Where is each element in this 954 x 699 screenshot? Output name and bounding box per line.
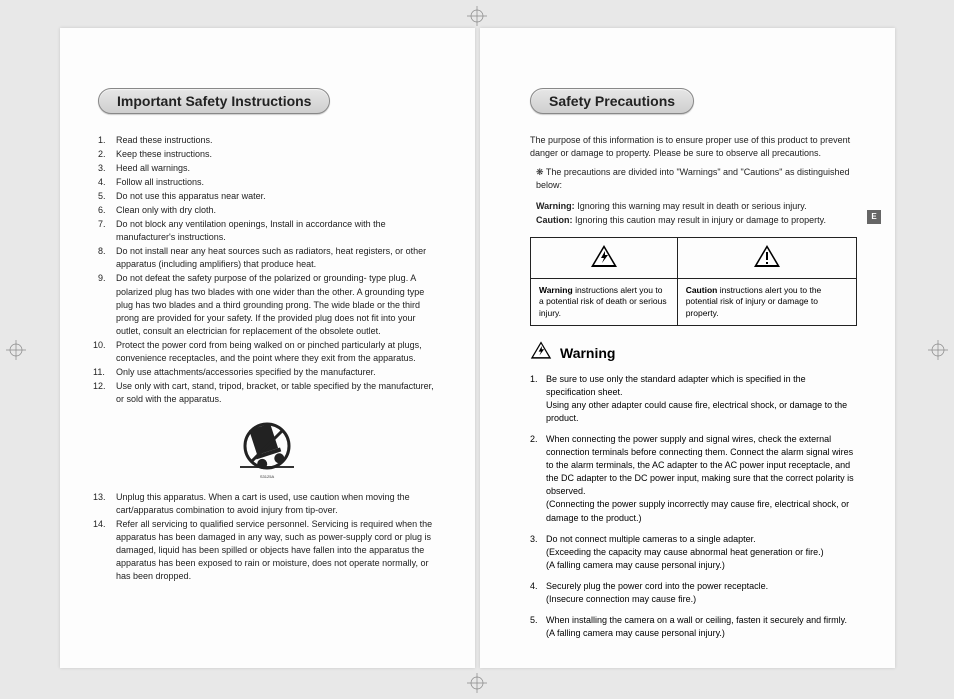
crop-mark-right <box>928 340 948 360</box>
caution-triangle-exclaim-icon <box>753 244 781 271</box>
sub-text: ❋ The precautions are divided into "Warn… <box>536 166 857 192</box>
warning-caution-table: Warning instructions alert you to a pote… <box>530 237 857 326</box>
def-caution-text: Ignoring this caution may result in inju… <box>575 215 826 225</box>
safety-item: Keep these instructions. <box>98 148 435 161</box>
safety-item: Do not block any ventilation openings, I… <box>98 218 435 244</box>
safety-item: Heed all warnings. <box>98 162 435 175</box>
def-warning-label: Warning: <box>536 201 575 211</box>
safety-item: Do not install near any heat sources suc… <box>98 245 435 271</box>
cart-tipover-icon: S3125A <box>232 416 302 481</box>
warning-item: Do not connect multiple cameras to a sin… <box>530 533 857 572</box>
safety-item: Refer all servicing to qualified service… <box>98 518 435 583</box>
box-caution-label: Caution <box>686 285 718 295</box>
safety-list-1: Read these instructions.Keep these instr… <box>98 134 435 406</box>
warning-section-head: Warning <box>530 340 857 365</box>
safety-list-2: Unplug this apparatus. When a cart is us… <box>98 491 435 583</box>
warning-triangle-bolt-icon <box>590 244 618 271</box>
warning-list: Be sure to use only the standard adapter… <box>530 373 857 640</box>
warning-section-icon <box>530 340 552 365</box>
crop-mark-left <box>6 340 26 360</box>
safety-list-container: Read these instructions.Keep these instr… <box>98 134 435 583</box>
safety-item: Clean only with dry cloth. <box>98 204 435 217</box>
safety-item: Unplug this apparatus. When a cart is us… <box>98 491 435 517</box>
warning-section-title: Warning <box>560 345 615 361</box>
box-warning-label: Warning <box>539 285 573 295</box>
def-warning-text: Ignoring this warning may result in deat… <box>577 201 806 211</box>
safety-item: Do not use this apparatus near water. <box>98 190 435 203</box>
def-caution-label: Caution: <box>536 215 573 225</box>
safety-item: Follow all instructions. <box>98 176 435 189</box>
crop-mark-bottom <box>467 673 487 693</box>
intro-text: The purpose of this information is to en… <box>530 134 857 160</box>
svg-text:S3125A: S3125A <box>259 474 274 479</box>
warning-item: Securely plug the power cord into the po… <box>530 580 857 606</box>
warning-item: When installing the camera on a wall or … <box>530 614 857 640</box>
safety-item: Use only with cart, stand, tripod, brack… <box>98 380 435 406</box>
safety-item: Do not defeat the safety purpose of the … <box>98 272 435 337</box>
heading-right: Safety Precautions <box>530 88 694 114</box>
safety-item: Protect the power cord from being walked… <box>98 339 435 365</box>
safety-item: Only use attachments/accessories specifi… <box>98 366 435 379</box>
safety-item: Read these instructions. <box>98 134 435 147</box>
crop-mark-top <box>467 6 487 26</box>
page-left: Important Safety Instructions Read these… <box>60 28 475 668</box>
heading-left: Important Safety Instructions <box>98 88 330 114</box>
page-right: Safety Precautions The purpose of this i… <box>480 28 895 668</box>
warning-item: Be sure to use only the standard adapter… <box>530 373 857 425</box>
definitions: Warning: Ignoring this warning may resul… <box>536 200 857 227</box>
side-tab: E <box>867 210 881 224</box>
warning-item: When connecting the power supply and sig… <box>530 433 857 524</box>
